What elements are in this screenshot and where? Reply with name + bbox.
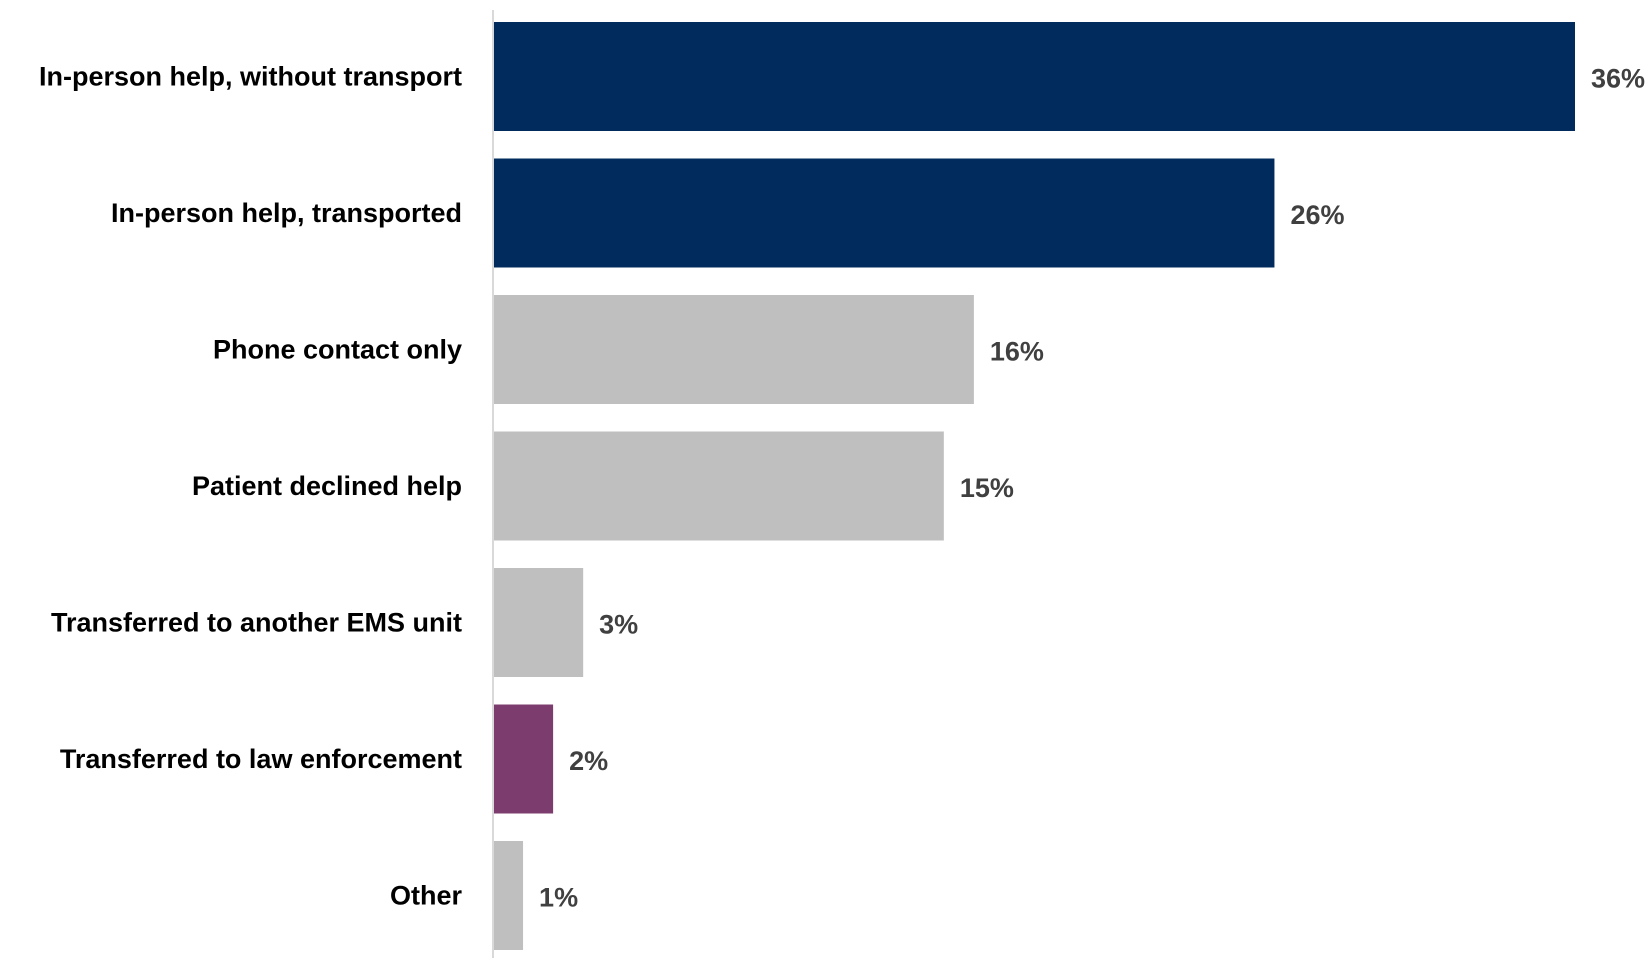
value-label-in-person-help-transported: 26% <box>1290 200 1344 230</box>
value-label-in-person-help-without-transport: 36% <box>1591 64 1645 94</box>
category-label-in-person-help-transported: In-person help, transported <box>111 198 462 228</box>
value-labels: 36% 26% 16% 15% 3% 2% 1% <box>539 64 1645 913</box>
bar-other <box>493 841 524 950</box>
category-label-transferred-to-another-ems-unit: Transferred to another EMS unit <box>51 608 462 638</box>
value-label-transferred-to-another-ems-unit: 3% <box>599 610 638 640</box>
category-labels: In-person help, without transport In-pers… <box>39 62 462 911</box>
category-label-patient-declined-help: Patient declined help <box>192 471 462 501</box>
value-label-phone-contact-only: 16% <box>990 337 1044 367</box>
value-label-other: 1% <box>539 883 578 913</box>
bar-patient-declined-help <box>493 431 944 541</box>
value-label-transferred-to-law-enforcement: 2% <box>569 746 608 776</box>
value-label-patient-declined-help: 15% <box>960 473 1014 503</box>
bar-transferred-to-another-ems-unit <box>493 568 584 677</box>
bar-phone-contact-only <box>493 295 974 404</box>
category-label-transferred-to-law-enforcement: Transferred to law enforcement <box>60 744 462 774</box>
bars-layer <box>493 22 1575 950</box>
bar-in-person-help-transported <box>493 158 1275 268</box>
bar-in-person-help-without-transport <box>493 22 1575 131</box>
category-label-in-person-help-without-transport: In-person help, without transport <box>39 62 462 92</box>
bar-transferred-to-law-enforcement <box>493 704 554 814</box>
category-label-other: Other <box>390 881 463 911</box>
category-label-phone-contact-only: Phone contact only <box>213 335 462 365</box>
